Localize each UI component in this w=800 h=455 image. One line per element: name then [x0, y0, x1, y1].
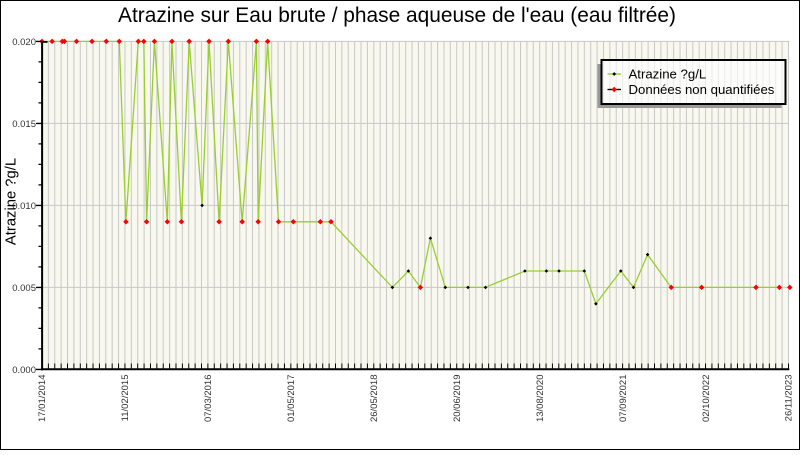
svg-text:0.000: 0.000 — [12, 365, 36, 376]
svg-text:11/02/2015: 11/02/2015 — [120, 375, 131, 422]
svg-text:01/05/2017: 01/05/2017 — [286, 375, 297, 423]
svg-text:0.020: 0.020 — [12, 37, 36, 48]
svg-text:Atrazine ?g/L: Atrazine ?g/L — [629, 66, 707, 81]
svg-text:07/03/2016: 07/03/2016 — [203, 375, 214, 423]
svg-text:13/08/2020: 13/08/2020 — [535, 375, 546, 423]
svg-text:02/10/2022: 02/10/2022 — [701, 375, 712, 423]
svg-text:26/11/2023: 26/11/2023 — [784, 375, 795, 422]
svg-text:Données non quantifiées: Données non quantifiées — [629, 82, 775, 97]
svg-text:0.010: 0.010 — [12, 201, 36, 212]
svg-text:20/06/2019: 20/06/2019 — [452, 375, 463, 423]
svg-text:Atrazine ?g/L: Atrazine ?g/L — [4, 158, 20, 245]
svg-text:0.005: 0.005 — [12, 283, 36, 294]
svg-text:17/01/2014: 17/01/2014 — [37, 375, 48, 423]
svg-text:07/09/2021: 07/09/2021 — [618, 375, 629, 423]
svg-text:0.015: 0.015 — [12, 119, 36, 130]
svg-text:26/05/2018: 26/05/2018 — [369, 375, 380, 423]
svg-text:Atrazine sur Eau brute / phase: Atrazine sur Eau brute / phase aqueuse d… — [118, 4, 676, 27]
